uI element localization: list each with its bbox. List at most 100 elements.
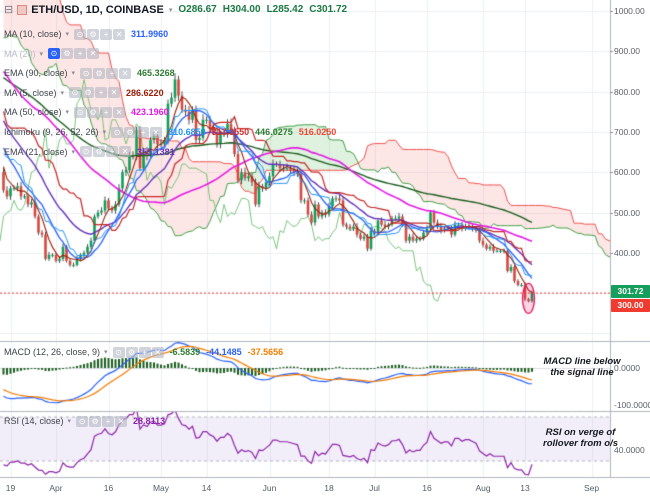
indicator-row[interactable]: RSI (14, close) ▾ ⊙ ⚙ + ✕ 28.8113 bbox=[4, 414, 165, 428]
rsi-annotation: RSI on verge of rollover from o/s bbox=[528, 427, 633, 449]
chevron-down-icon[interactable]: ▾ bbox=[65, 31, 70, 38]
indicator-label: MA (50, close) bbox=[4, 107, 62, 118]
indicator-label: MACD (12, 26, close, 9) bbox=[4, 347, 101, 357]
plus-icon[interactable]: + bbox=[74, 48, 87, 60]
chevron-down-icon[interactable]: ▾ bbox=[60, 89, 65, 97]
gear-icon[interactable]: ⚙ bbox=[125, 346, 138, 358]
indicator-row[interactable]: EMA (90, close) ▾ ⊙ ⚙ + ✕ 465.3268 bbox=[4, 66, 175, 80]
eye-icon[interactable]: ⊙ bbox=[80, 67, 93, 79]
plus-icon[interactable]: + bbox=[137, 126, 150, 138]
rsi-annotation-line2: rollover from o/s bbox=[543, 438, 618, 449]
ticker-row[interactable]: ⊟ ETH/USD, 1D, COINBASE ▾ O286.67 H304.0… bbox=[4, 3, 348, 17]
time-axis-label: 16 bbox=[422, 483, 432, 493]
eye-icon[interactable]: ⊙ bbox=[80, 146, 93, 158]
price-axis-label: 700.00 bbox=[614, 126, 640, 137]
indicator-buttons: ⊙ ⚙ + ✕ bbox=[74, 106, 126, 118]
close-icon[interactable]: ✕ bbox=[87, 48, 100, 60]
eye-icon[interactable]: ⊙ bbox=[76, 415, 89, 427]
close-icon[interactable]: ✕ bbox=[113, 28, 126, 40]
eye-icon[interactable]: ⊙ bbox=[48, 48, 61, 60]
rsi-axis-label: 40.0000 bbox=[614, 445, 645, 455]
indicator-label: EMA (21, close) bbox=[4, 146, 68, 157]
eye-icon[interactable]: ⊙ bbox=[74, 106, 87, 118]
indicator-label: RSI (14, close) bbox=[4, 416, 64, 426]
close-icon[interactable]: ✕ bbox=[113, 106, 126, 118]
price-axis-label: 800.00 bbox=[614, 86, 640, 97]
chevron-down-icon[interactable]: ▾ bbox=[39, 50, 44, 58]
gear-icon[interactable]: ⚙ bbox=[124, 126, 137, 138]
indicator-row[interactable]: MA (50, close) ▾ ⊙ ⚙ + ✕ 423.1960 bbox=[4, 105, 169, 119]
collapse-pane-icon[interactable]: ⊟ bbox=[4, 4, 14, 16]
indicator-row[interactable]: Ichimoku (9, 26, 52, 26) ▾ ⊙ ⚙ + ✕ 310.6850 317… bbox=[4, 125, 336, 139]
chevron-down-icon[interactable]: ▾ bbox=[67, 418, 72, 425]
gear-icon[interactable]: ⚙ bbox=[87, 28, 100, 40]
alert-price-label: 300.00 bbox=[611, 299, 650, 313]
plus-icon[interactable]: + bbox=[95, 87, 108, 99]
indicator-value: -44.1485 bbox=[206, 347, 242, 357]
close-icon[interactable]: ✕ bbox=[108, 87, 121, 99]
indicator-value: 311.9960 bbox=[131, 29, 169, 39]
gear-icon[interactable]: ⚙ bbox=[61, 48, 74, 60]
gear-icon[interactable]: ⚙ bbox=[89, 415, 102, 427]
plus-icon[interactable]: + bbox=[102, 415, 115, 427]
macd-annotation-line2: the signal line bbox=[550, 367, 614, 378]
eye-icon[interactable]: ⊙ bbox=[69, 87, 82, 99]
close-icon[interactable]: ✕ bbox=[119, 67, 132, 79]
price-axis-label: 1000.00 bbox=[614, 6, 645, 16]
indicator-buttons: ⊙ ⚙ + ✕ bbox=[80, 67, 132, 79]
indicator-buttons: ⊙ ⚙ + ✕ bbox=[111, 126, 163, 138]
chevron-down-icon[interactable]: ▾ bbox=[71, 148, 76, 156]
plus-icon[interactable]: + bbox=[100, 106, 113, 118]
indicator-row[interactable]: MACD (12, 26, close, 9) ▾ ⊙ ⚙ + ✕ -6.5839 -44.1… bbox=[4, 345, 283, 359]
eye-icon[interactable]: ⊙ bbox=[74, 28, 87, 40]
indicator-value: -6.5839 bbox=[169, 347, 201, 357]
plus-icon[interactable]: + bbox=[138, 346, 151, 358]
close-icon[interactable]: ✕ bbox=[150, 126, 163, 138]
indicator-row[interactable]: MA (20) ▾ ⊙ ⚙ + ✕ bbox=[4, 47, 100, 61]
chevron-down-icon[interactable]: ▾ bbox=[168, 6, 173, 14]
symbol-logo-icon bbox=[17, 4, 28, 15]
indicator-row[interactable]: MA (10, close) ▾ ⊙ ⚙ + ✕ 311.9960 bbox=[4, 27, 168, 41]
chevron-down-icon[interactable]: ▾ bbox=[65, 109, 70, 117]
eye-icon[interactable]: ⊙ bbox=[111, 126, 124, 138]
ohlc-low: L285.42 bbox=[266, 4, 304, 15]
close-icon[interactable]: ✕ bbox=[151, 346, 164, 358]
ohlc-close: C301.72 bbox=[309, 4, 348, 15]
time-axis-label: 13 bbox=[520, 483, 530, 493]
gear-icon[interactable]: ⚙ bbox=[82, 87, 95, 99]
indicator-buttons: ⊙ ⚙ + ✕ bbox=[76, 415, 128, 427]
plus-icon[interactable]: + bbox=[100, 28, 113, 40]
indicator-value: 423.1960 bbox=[131, 107, 169, 118]
close-icon[interactable]: ✕ bbox=[119, 146, 132, 158]
indicator-label: EMA (90, close) bbox=[4, 68, 68, 79]
gear-icon[interactable]: ⚙ bbox=[93, 146, 106, 158]
indicator-buttons: ⊙ ⚙ + ✕ bbox=[48, 48, 100, 60]
rsi-annotation-line1: RSI on verge of bbox=[545, 427, 616, 438]
indicator-value: 355.1381 bbox=[137, 146, 175, 157]
time-axis-label: 18 bbox=[324, 483, 334, 493]
time-axis-label: 16 bbox=[103, 483, 114, 493]
gear-icon[interactable]: ⚙ bbox=[93, 67, 106, 79]
close-icon[interactable]: ✕ bbox=[115, 415, 128, 427]
indicator-row[interactable]: MA (5, close) ▾ ⊙ ⚙ + ✕ 286.6220 bbox=[4, 86, 164, 100]
plus-icon[interactable]: + bbox=[106, 146, 119, 158]
eye-icon[interactable]: ⊙ bbox=[112, 346, 125, 358]
gear-icon[interactable]: ⚙ bbox=[87, 106, 100, 118]
indicator-buttons: ⊙ ⚙ + ✕ bbox=[80, 146, 132, 158]
indicator-value: 310.6850 bbox=[168, 127, 206, 137]
price-axis-label: 900.00 bbox=[614, 46, 640, 57]
chevron-down-icon[interactable]: ▾ bbox=[71, 70, 76, 78]
indicator-row[interactable]: EMA (21, close) ▾ ⊙ ⚙ + ✕ 355.1381 bbox=[4, 145, 175, 159]
indicator-value: 465.3268 bbox=[137, 68, 175, 79]
macd-annotation: MACD line below the signal line bbox=[531, 356, 633, 378]
chevron-down-icon[interactable]: ▾ bbox=[104, 349, 108, 356]
indicator-buttons: ⊙ ⚙ + ✕ bbox=[74, 28, 126, 40]
price-axis-label: 500.00 bbox=[614, 207, 640, 218]
symbol-title[interactable]: ETH/USD, 1D, COINBASE bbox=[31, 3, 164, 16]
time-axis-label: Sep bbox=[583, 483, 600, 493]
time-axis-label: Jul bbox=[369, 483, 380, 493]
plus-icon[interactable]: + bbox=[106, 67, 119, 79]
macd-axis-label: 0.0000 bbox=[614, 363, 640, 373]
indicator-label: MA (10, close) bbox=[4, 29, 62, 39]
chevron-down-icon[interactable]: ▾ bbox=[102, 129, 107, 136]
